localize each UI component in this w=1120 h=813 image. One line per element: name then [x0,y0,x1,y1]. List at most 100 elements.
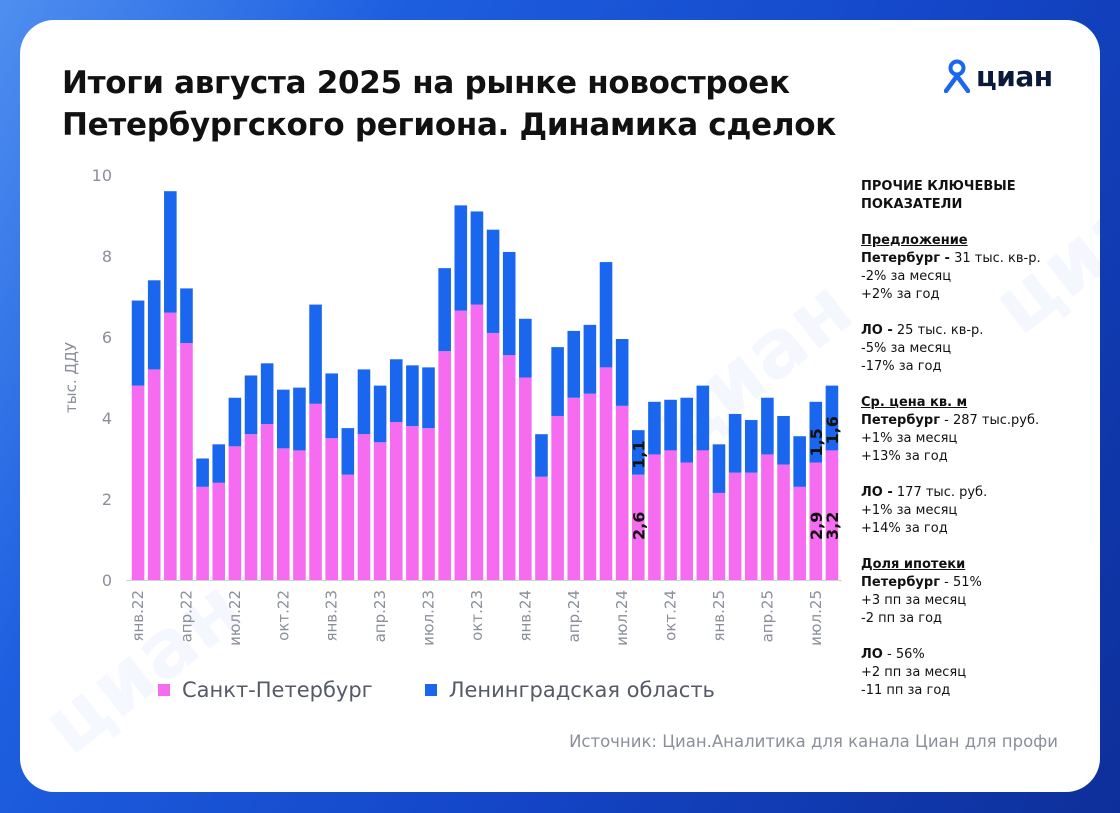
bar-lo [406,365,419,427]
offer-spb-line: Петербург - 31 тыс. кв-р. [861,250,1091,268]
mortgage-spb-block: Доля ипотеки Петербург - 51% +3 пп за ме… [861,556,1091,628]
y-tick-label: 0 [102,571,112,590]
bar-spb [260,424,274,580]
bar-spb [599,367,613,580]
bar-lo [325,373,338,439]
bar-spb [793,486,806,580]
bar-spb [535,476,548,580]
bar-lo [583,324,597,394]
price-lo-block: ЛО - 177 тыс. руб. +1% за месяц +14% за … [861,484,1091,538]
bar-spb [131,385,145,580]
bar-lo [228,397,242,447]
x-tick-label: июл.25 [807,590,825,646]
bar-spb [357,434,371,580]
bar-lo [825,385,839,451]
x-tick-label: янв.25 [710,590,728,642]
offer-spb-year: +2% за год [861,287,940,302]
offer-lo-label: ЛО - [861,323,893,338]
mortgage-lo-line: ЛО - 56% [861,646,1091,664]
data-label: 1,1 [629,440,648,468]
bar-spb [632,474,645,580]
price-lo-year: +14% за год [861,521,948,536]
mortgage-lo-year: -11 пп за год [861,683,951,698]
bar-lo [777,415,790,465]
bar-spb [696,450,710,580]
bar-lo [131,300,145,386]
bar-spb [680,462,693,580]
data-label: 2,9 [807,512,826,540]
mortgage-lo-block: ЛО - 56% +2 пп за месяц -11 пп за год [861,646,1091,700]
logo-text: циан [976,59,1053,93]
bar-spb [744,472,758,580]
bar-lo [648,401,661,455]
x-tick-label: июл.22 [226,590,244,646]
x-tick-label: янв.22 [129,590,147,642]
x-tick-label: апр.24 [565,590,583,642]
bar-spb [486,332,500,580]
bar-lo [244,375,258,435]
bar-lo [196,458,209,487]
x-tick-label: окт.22 [274,590,292,641]
price-lo-month: +1% за месяц [861,503,958,518]
bar-spb [519,377,532,580]
bar-spb [373,442,387,580]
bar-lo [277,389,290,449]
bar-lo [632,430,645,475]
key-indicators-panel: ПРОЧИЕ КЛЮЧЕВЫЕ ПОКАЗАТЕЛИ Предложение П… [861,178,1091,718]
offer-heading: Предложение [861,233,968,248]
bar-spb [761,454,774,580]
price-spb-label: Петербург [861,413,941,428]
bar-lo [664,399,677,451]
y-tick-label: 8 [102,247,112,266]
bar-lo [212,444,226,483]
bar-lo [793,436,806,487]
bar-spb [293,450,306,580]
price-lo-value: 177 тыс. руб. [892,485,988,500]
bar-lo [373,385,387,443]
bar-lo [309,304,322,404]
price-spb-line: Петербург - 287 тыс.руб. [861,412,1091,430]
bar-lo [761,397,774,455]
offer-lo-year: -17% за год [861,359,942,374]
x-tick-label: янв.23 [323,590,341,642]
bar-spb [664,450,677,580]
offer-spb-block: Предложение Петербург - 31 тыс. кв-р. -2… [861,232,1091,304]
bar-lo [680,397,693,463]
mortgage-lo-label: ЛО [861,647,883,662]
bar-spb [147,369,161,580]
bar-lo [519,318,532,378]
bar-spb [422,428,435,580]
legend-item-spb: Санкт-Петербург [158,678,373,702]
title-line-1: Итоги августа 2025 на рынке новостроек [62,65,790,101]
key-indicators-title: ПРОЧИЕ КЛЮЧЕВЫЕ ПОКАЗАТЕЛИ [861,179,1016,212]
bar-spb [825,450,839,580]
location-pin-icon [944,59,970,93]
bar-lo [260,363,274,425]
y-tick-label: 4 [102,409,112,428]
bar-lo [293,387,306,451]
offer-lo-month: -5% за месяц [861,341,952,356]
bar-lo [389,359,403,423]
bar-lo [486,229,500,333]
legend-label-lo: Ленинградская область [448,678,715,702]
bar-lo [809,401,823,463]
bar-lo [744,420,758,473]
price-spb-year: +13% за год [861,449,948,464]
bar-lo [696,385,710,451]
bar-spb [180,343,193,580]
bar-spb [777,464,790,580]
y-axis-label: тыс. ДДУ [62,342,80,413]
bar-spb [502,355,516,580]
mortgage-heading: Доля ипотеки [861,557,966,572]
bar-lo [502,251,516,356]
offer-spb-month: -2% за месяц [861,269,952,284]
bar-spb [244,434,258,580]
data-label: 1,5 [807,428,826,456]
bar-spb [728,472,742,580]
x-tick-label: июл.24 [613,590,631,646]
offer-lo-value: 25 тыс. кв-р. [892,323,984,338]
bar-lo [615,339,629,406]
data-label: 2,6 [629,512,648,540]
source-note: Источник: Циан.Аналитика для канала Циан… [569,732,1058,751]
bar-spb [228,446,242,580]
